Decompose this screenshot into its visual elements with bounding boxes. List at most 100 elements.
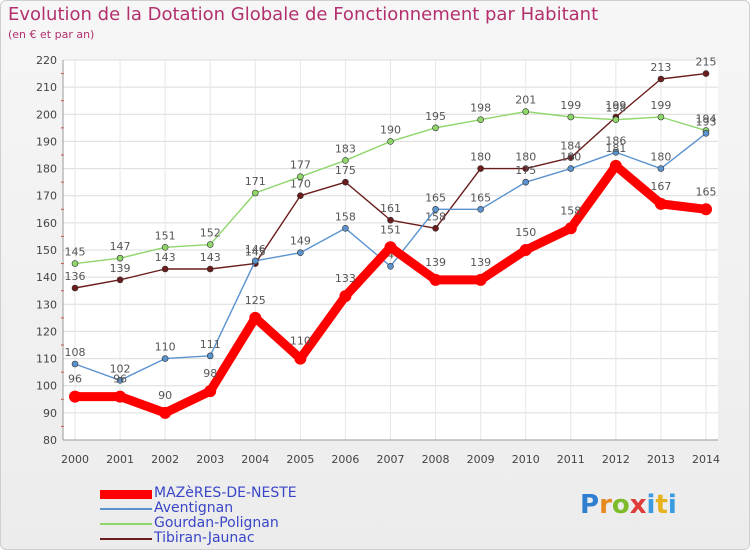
y-tick-label: 150 (36, 244, 57, 257)
data-point-1 (387, 262, 394, 270)
data-label-2: 183 (335, 142, 356, 155)
data-point-1 (522, 178, 530, 186)
x-tick-label: 2002 (151, 453, 179, 466)
chart-subtitle: (en € et par an) (8, 28, 95, 41)
data-point-0 (700, 203, 712, 216)
data-point-2 (657, 113, 665, 121)
data-point-0 (429, 273, 442, 286)
data-label-1: 180 (650, 151, 671, 164)
data-label-0: 165 (696, 185, 717, 198)
data-point-0 (519, 244, 532, 256)
x-tick-label: 2000 (61, 453, 89, 466)
data-label-3: 145 (245, 246, 266, 259)
y-tick-label: 140 (36, 271, 57, 284)
x-tick-label: 2007 (377, 453, 405, 466)
data-label-2: 198 (470, 102, 491, 115)
data-point-0 (294, 352, 307, 365)
data-point-0 (204, 385, 217, 398)
legend-swatch-tibiran-jaunac (100, 538, 152, 540)
data-label-0: 150 (515, 226, 536, 239)
data-point-1 (567, 165, 575, 172)
data-label-1: 158 (335, 210, 356, 223)
y-tick-label: 130 (36, 298, 57, 311)
data-label-0: 110 (290, 335, 311, 348)
data-point-0 (384, 241, 397, 254)
x-tick-label: 2014 (692, 453, 720, 466)
data-label-2: 145 (65, 246, 86, 259)
data-label-1: 165 (425, 191, 446, 204)
legend-label-gourdan-polignan: Gourdan-Polignan (154, 515, 279, 531)
data-point-1 (297, 249, 304, 257)
data-label-3: 161 (380, 202, 401, 215)
x-tick-label: 2009 (467, 453, 495, 466)
data-point-1 (71, 360, 79, 368)
y-tick-label: 170 (36, 190, 57, 203)
data-point-1 (477, 205, 484, 213)
data-point-0 (114, 390, 127, 403)
x-tick-label: 2008 (422, 453, 450, 466)
data-label-0: 98 (203, 367, 217, 380)
data-point-2 (612, 116, 620, 124)
legend-label-tibiran-jaunac: Tibiran-Jaunac (154, 530, 255, 546)
data-label-3: 143 (155, 251, 176, 264)
chart-title: Evolution de la Dotation Globale de Fonc… (8, 4, 599, 25)
data-point-3 (702, 70, 710, 77)
data-label-0: 96 (113, 373, 127, 386)
data-label-2: 201 (515, 94, 536, 107)
data-point-1 (702, 129, 710, 137)
data-label-1: 186 (605, 134, 626, 147)
data-label-3: 213 (650, 61, 671, 74)
data-label-0: 139 (470, 256, 491, 269)
data-label-1: 102 (110, 362, 131, 375)
legend-label-aventignan: Aventignan (154, 500, 234, 516)
data-point-2 (522, 108, 530, 115)
y-tick-label: 120 (36, 325, 57, 338)
x-tick-label: 2003 (196, 453, 224, 466)
data-label-0: 125 (245, 294, 266, 307)
x-tick-label: 2010 (512, 453, 540, 466)
x-tick-label: 2013 (647, 453, 675, 466)
x-tick-label: 2001 (106, 453, 134, 466)
data-point-2 (477, 116, 484, 124)
data-label-3: 215 (696, 56, 717, 69)
data-label-3: 136 (65, 270, 86, 283)
data-point-3 (297, 192, 304, 200)
data-point-2 (387, 138, 394, 145)
data-point-3 (206, 265, 214, 273)
data-label-2: 195 (425, 110, 446, 123)
data-label-0: 158 (560, 204, 581, 217)
data-point-1 (116, 376, 124, 384)
data-point-2 (432, 124, 439, 132)
data-point-3 (387, 216, 394, 224)
data-point-3 (477, 165, 484, 172)
data-point-2 (297, 173, 304, 181)
data-label-3: 139 (110, 262, 131, 275)
y-tick-label: 190 (36, 135, 57, 148)
data-label-3: 180 (515, 151, 536, 164)
data-point-3 (71, 284, 79, 292)
data-point-2 (71, 260, 79, 267)
data-label-2: 152 (200, 227, 221, 240)
data-point-0 (654, 197, 667, 210)
data-label-2: 190 (380, 123, 401, 136)
y-tick-label: 110 (36, 353, 57, 366)
data-label-0: 139 (425, 256, 446, 269)
data-label-2: 194 (696, 113, 717, 126)
legend-swatch-gourdan-polignan (100, 523, 152, 525)
data-label-3: 170 (290, 178, 311, 191)
data-label-0: 181 (605, 142, 626, 155)
data-point-0 (159, 406, 172, 419)
data-label-3: 180 (470, 151, 491, 164)
data-point-3 (432, 224, 439, 232)
y-tick-label: 90 (43, 407, 57, 420)
y-tick-label: 210 (36, 81, 57, 94)
data-label-1: 175 (515, 164, 536, 177)
data-label-0: 151 (380, 223, 401, 236)
data-label-0: 96 (68, 373, 82, 386)
data-point-0 (564, 222, 577, 235)
data-label-3: 143 (200, 251, 221, 264)
data-label-2: 171 (245, 175, 266, 188)
data-label-3: 184 (560, 140, 581, 153)
data-label-1: 149 (290, 235, 311, 248)
